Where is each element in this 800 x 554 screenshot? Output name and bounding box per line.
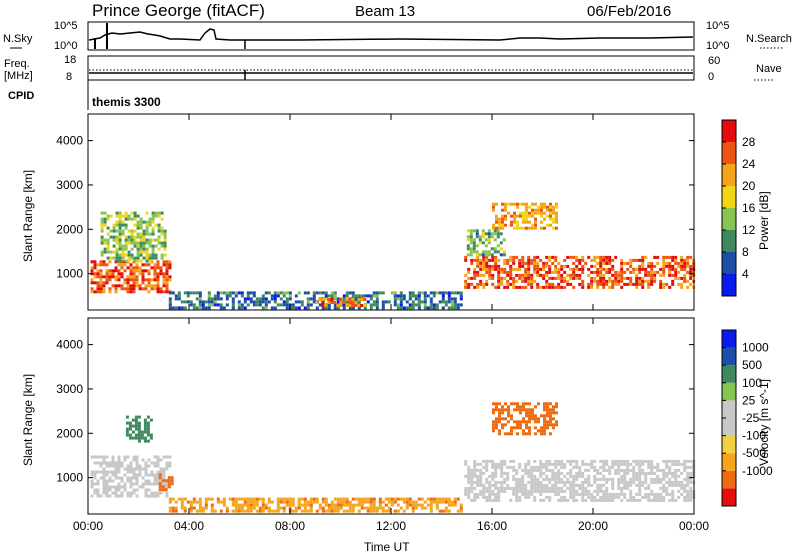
cpid-value: themis 3300: [92, 95, 161, 109]
nsky-trace: [88, 28, 694, 41]
y-tick-label: 3000: [56, 178, 83, 192]
freq-tick-top: 18: [64, 54, 76, 66]
colorbar-tick-label: 20: [742, 179, 756, 193]
velocity-colorbar-segment: [722, 453, 736, 471]
colorbar-tick-label: -500: [742, 446, 766, 460]
nsky-tick-bottom: 10^0: [54, 40, 78, 52]
colorbar-tick-label: 24: [742, 157, 756, 171]
velocity-colorbar-segment: [722, 488, 736, 506]
y-tick-label: 1000: [56, 471, 83, 485]
vel-region-1: [158, 473, 174, 492]
beam-label: Beam 13: [355, 3, 415, 20]
cpid-label: CPID: [8, 90, 34, 102]
nsky-label: N.Sky: [3, 33, 33, 45]
x-tick-label: 12:00: [376, 519, 406, 533]
velocity-data-layer: [90, 402, 696, 513]
colorbar-tick-label: 4: [742, 267, 749, 281]
date-label: 06/Feb/2016: [587, 3, 671, 20]
nsky-tick-top: 10^5: [54, 20, 78, 32]
velocity-colorbar-segment: [722, 418, 736, 436]
x-tick-label: 00:00: [679, 519, 709, 533]
y-tick-label: 1000: [56, 267, 83, 281]
power-region-6: [492, 202, 558, 230]
velocity-ylabel: Slant Range [km]: [21, 374, 35, 466]
velocity-colorbar-segment: [722, 330, 736, 348]
x-tick-label: 20:00: [578, 519, 608, 533]
x-tick-label: 04:00: [174, 519, 204, 533]
colorbar-tick-label: 500: [742, 358, 762, 372]
velocity-colorbar: 1000 500 100 25 -25 -100 -500 -1000: [721, 329, 773, 507]
colorbar-tick-label: 16: [742, 201, 756, 215]
velocity-colorbar-segment: [722, 470, 736, 489]
vel-region-4: [464, 459, 696, 502]
freq-label-2: [MHz]: [4, 70, 33, 82]
colorbar-tick-label: 1000: [742, 341, 769, 355]
power-colorbar-segment: [722, 120, 736, 142]
x-tick-label: 00:00: [73, 519, 103, 533]
power-colorbar-segment: [722, 230, 736, 252]
velocity-colorbar-segment: [722, 382, 736, 401]
power-region-1: [100, 211, 167, 263]
power-region-4: [464, 255, 696, 289]
power-colorbar: 4 8 12 16 20 24 28: [721, 119, 756, 297]
power-colorbar-segment: [722, 208, 736, 230]
colorbar-tick-label: 8: [742, 245, 749, 259]
power-region-5: [466, 229, 506, 257]
velocity-x-ticks: 00:00 04:00 08:00 12:00 16:00 20:00 00:00: [73, 318, 709, 533]
power-colorbar-segment: [722, 274, 736, 296]
colorbar-tick-label: 100: [742, 376, 762, 390]
power-ylabel: Slant Range [km]: [21, 170, 35, 262]
power-y-ticks: 1000 2000 3000 4000: [56, 134, 694, 281]
vel-region-3: [168, 497, 463, 513]
power-colorbar-segment: [722, 142, 736, 164]
time-ut-label: Time UT: [364, 540, 410, 554]
x-tick-label: 16:00: [477, 519, 507, 533]
y-tick-label: 3000: [56, 382, 83, 396]
vel-region-2: [125, 415, 153, 443]
freq-tick-bottom: 8: [66, 71, 72, 83]
velocity-colorbar-segment: [722, 347, 736, 366]
power-colorbar-segment: [722, 186, 736, 208]
power-region-2: [168, 291, 463, 310]
colorbar-tick-label: 25: [742, 393, 756, 407]
freq-panel: [87, 55, 695, 81]
power-panel: 1000 2000 3000 4000 Slant Range [km]: [21, 113, 696, 311]
vel-region-5: [492, 402, 558, 436]
nsearch-tick-bottom: 10^0: [706, 40, 730, 52]
colorbar-tick-label: -100: [742, 429, 766, 443]
velocity-colorbar-segment: [722, 400, 736, 418]
velocity-colorbar-segment: [722, 365, 736, 383]
colorbar-tick-label: 28: [742, 135, 756, 149]
y-tick-label: 4000: [56, 134, 83, 148]
power-data-layer: [90, 202, 696, 310]
colorbar-tick-label: -25: [742, 411, 760, 425]
vel-region-0: [90, 455, 172, 498]
nave-tick-bottom: 0: [708, 71, 714, 83]
velocity-panel: 1000 2000 3000 4000 00:00 04:00 08:00 12:00 16:…: [21, 317, 709, 554]
nave-tick-top: 60: [708, 55, 720, 67]
y-tick-label: 2000: [56, 222, 83, 236]
velocity-colorbar-label: Velocity [m s^-1]: [757, 379, 771, 466]
title: Prince George (fitACF): [92, 1, 265, 20]
velocity-y-ticks: 1000 2000 3000 4000: [56, 338, 694, 485]
nsearch-tick-top: 10^5: [706, 20, 730, 32]
nsky-panel: [87, 21, 695, 51]
freq-label-1: Freq.: [4, 58, 30, 70]
y-tick-label: 2000: [56, 426, 83, 440]
colorbar-tick-label: 12: [742, 223, 756, 237]
power-colorbar-segment: [722, 164, 736, 186]
nsearch-label: N.Search: [746, 33, 792, 45]
power-x-ticks: [87, 114, 695, 310]
power-region-3: [315, 298, 367, 307]
nave-label: Nave: [756, 63, 782, 75]
power-region-0: [90, 260, 172, 294]
colorbar-tick-label: -1000: [742, 464, 773, 478]
x-tick-label: 08:00: [275, 519, 305, 533]
y-tick-label: 4000: [56, 338, 83, 352]
power-colorbar-segment: [722, 252, 736, 274]
velocity-colorbar-segment: [722, 435, 736, 454]
power-colorbar-label: Power [dB]: [757, 191, 771, 250]
